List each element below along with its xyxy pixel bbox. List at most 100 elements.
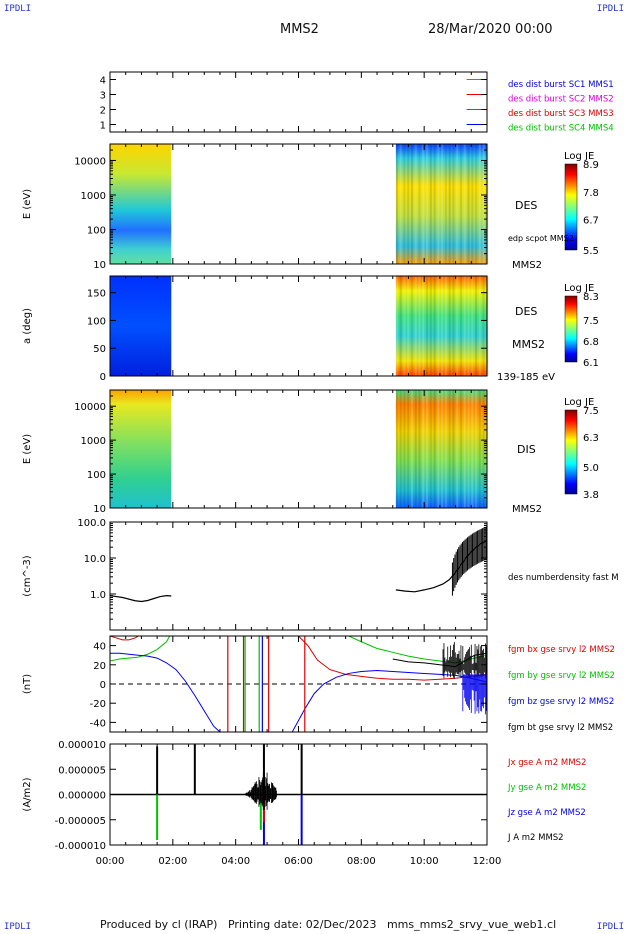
y-tick-label-6-2: 0.000000 [58, 791, 106, 802]
y-axis-label-4: (cm^-3) [22, 555, 33, 596]
x-tick-label-2: 04:00 [221, 856, 250, 867]
spectrogram-stripe-3 [452, 390, 455, 508]
bfield-legend-0: fgm bx gse srvy l2 MMS2 [508, 645, 615, 655]
spectrogram-block-1-0 [110, 144, 172, 264]
y-axis-label-5: (nT) [22, 674, 33, 694]
spectrogram-stripe-1 [407, 144, 410, 264]
y-tick-label-4-0: 1.0 [90, 590, 106, 601]
spectrogram-block-2-0 [110, 276, 172, 376]
spectrogram-stripe-1 [426, 144, 429, 264]
burst-legend-1: des dist burst SC2 MMS2 [508, 95, 614, 105]
colorbar-tick-1-3: 5.5 [583, 246, 599, 257]
spectrogram-stripe-1 [459, 144, 462, 264]
spectrogram-stripe-3 [475, 390, 478, 508]
spectrogram-stripe-2 [448, 276, 451, 376]
spectrogram-stripe-1 [422, 144, 425, 264]
spectrogram-stripe-2 [478, 276, 481, 376]
burst-legend-2: des dist burst SC3 MMS3 [508, 109, 614, 119]
spectrogram-stripe-3 [467, 390, 470, 508]
spectrogram-stripe-2 [471, 276, 474, 376]
y-tick-label-3-1: 100 [87, 470, 106, 481]
colorbar-tick-2-1: 7.5 [583, 316, 599, 327]
corner-label-top-right: IPDLI [596, 4, 624, 14]
spectrogram-stripe-2 [482, 276, 485, 376]
spectrogram-stripe-2 [441, 276, 444, 376]
colorbar-tick-3-1: 6.3 [583, 433, 599, 444]
panel-label-1-1: edp scpot MMS2 [508, 234, 574, 243]
y-tick-label-3-3: 10000 [74, 402, 106, 413]
y-tick-label-4-2: 100.0 [77, 518, 106, 529]
spectrogram-stripe-3 [471, 390, 474, 508]
colorbar-tick-1-2: 6.7 [583, 216, 599, 227]
current-legend-1: Jy gse A m2 MMS2 [507, 783, 586, 793]
y-axis-label-3: E (eV) [22, 434, 33, 464]
colorbar-tick-2-3: 6.1 [583, 358, 599, 369]
panel-label-3-1: MMS2 [512, 504, 542, 515]
corner-label-top-left: IPDLI [4, 4, 32, 14]
spectrogram-stripe-2 [403, 276, 406, 376]
spectrogram-stripe-1 [395, 144, 398, 264]
spectrogram-stripe-3 [403, 390, 406, 508]
bfield-legend-2: fgm bz gse srvy l2 MMS2 [508, 697, 614, 707]
density-legend: des numberdensity fast M [508, 573, 619, 583]
current-legend-0: Jx gse A m2 MMS2 [507, 758, 586, 768]
colorbar-title-1: Log JE [564, 151, 594, 162]
spectrogram-stripe-3 [414, 390, 417, 508]
spectrogram-stripe-3 [456, 390, 459, 508]
colorbar-1 [564, 163, 578, 251]
y-tick-label-6-3: 0.000005 [58, 765, 106, 776]
spectrogram-stripe-1 [437, 144, 440, 264]
colorbar-tick-2-0: 8.3 [583, 292, 599, 303]
colorbar-tick-3-0: 7.5 [583, 406, 599, 417]
x-tick-label-0: 00:00 [96, 856, 125, 867]
spectrogram-stripe-3 [448, 390, 451, 508]
spectrogram-stripe-1 [452, 144, 455, 264]
colorbar-tick-3-2: 5.0 [583, 463, 599, 474]
y-tick-label-5-3: 20 [93, 661, 106, 672]
bfield-legend-3: fgm bt gse srvy l2 MMS2 [508, 723, 613, 733]
spectrogram-stripe-2 [429, 276, 432, 376]
spectrogram-stripe-1 [410, 144, 413, 264]
spectrogram-block-3-1 [395, 390, 487, 508]
spectrogram-stripe-3 [429, 390, 432, 508]
spectrogram-stripe-2 [395, 276, 398, 376]
spectrogram-stripe-1 [418, 144, 421, 264]
colorbar-title-2: Log JE [564, 283, 594, 294]
spectrogram-stripe-2 [467, 276, 470, 376]
y-tick-label-2-1: 50 [93, 344, 106, 355]
spectrogram-stripe-3 [437, 390, 440, 508]
spectrogram-stripe-2 [410, 276, 413, 376]
spectrogram-stripe-2 [407, 276, 410, 376]
y-tick-label-0-1: 2 [100, 106, 106, 117]
spectrogram-stripe-1 [456, 144, 459, 264]
spectrogram-stripe-3 [433, 390, 436, 508]
spectrogram-stripe-3 [426, 390, 429, 508]
x-tick-label-4: 08:00 [347, 856, 376, 867]
y-tick-label-5-1: -20 [90, 699, 106, 710]
x-tick-label-1: 02:00 [158, 856, 187, 867]
density-line-1 [395, 540, 488, 593]
colorbar-tick-1-0: 8.9 [583, 160, 599, 171]
corner-label-bottom-right: IPDLI [596, 922, 624, 932]
burst-legend-3: des dist burst SC4 MMS4 [508, 124, 614, 134]
datetime-title: 28/Mar/2020 00:00 [428, 22, 553, 37]
spectrogram-block-2-1 [395, 276, 487, 376]
y-tick-label-5-0: -40 [90, 718, 106, 729]
spectrogram-stripe-3 [418, 390, 421, 508]
spectrogram-stripe-3 [407, 390, 410, 508]
colorbar-tick-3-3: 3.8 [583, 490, 599, 501]
spectrogram-stripe-3 [410, 390, 413, 508]
spectrogram-stripe-2 [452, 276, 455, 376]
panel-frame-0 [109, 71, 488, 133]
spectrogram-stripe-3 [395, 390, 398, 508]
y-tick-label-2-0: 0 [100, 372, 106, 383]
spectrogram-stripe-2 [437, 276, 440, 376]
bfield-line-2 [110, 652, 488, 733]
spectrogram-stripe-2 [475, 276, 478, 376]
y-axis-label-2: a (deg) [22, 308, 33, 344]
spectrogram-stripe-1 [467, 144, 470, 264]
spectrogram-stripe-1 [441, 144, 444, 264]
y-tick-label-1-3: 10000 [74, 156, 106, 167]
y-tick-label-4-1: 10.0 [84, 554, 106, 565]
